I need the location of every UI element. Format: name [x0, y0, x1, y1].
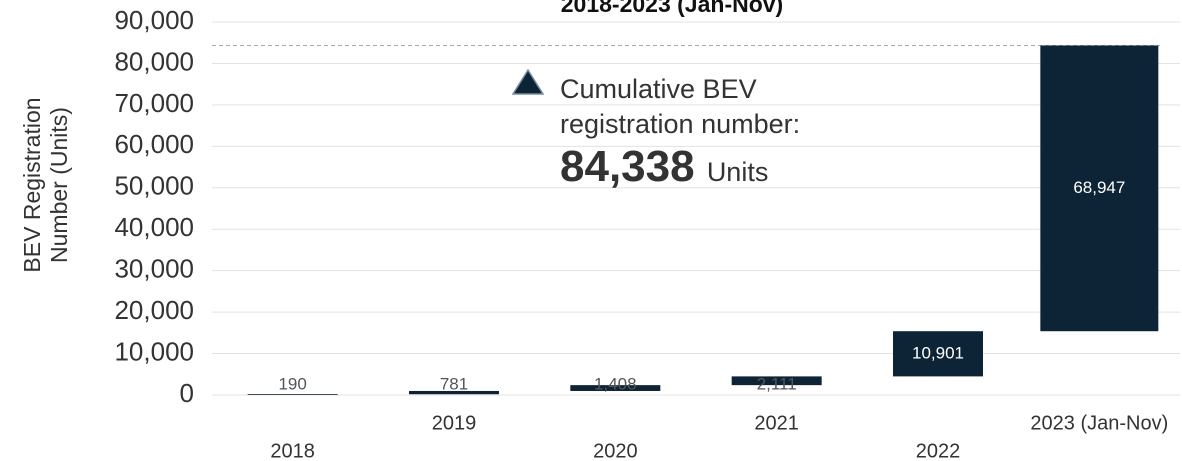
y-tick-label: 70,000 [114, 88, 194, 118]
y-tick-label: 40,000 [114, 212, 194, 242]
y-tick-label: 60,000 [114, 129, 194, 159]
bar [731, 376, 822, 386]
annotation-unit: Units [706, 157, 769, 187]
x-tick-label: 2022 [916, 440, 961, 461]
y-tick-label: 10,000 [114, 336, 194, 366]
chart-title: 2018-2023 (Jan-Nov) [561, 0, 783, 17]
x-tick-label: 2018 [270, 440, 315, 461]
bar [570, 385, 661, 391]
y-tick-label: 20,000 [114, 295, 194, 325]
bar [893, 331, 983, 377]
bar [409, 390, 499, 395]
y-tick-label: 30,000 [114, 254, 194, 284]
bar [1040, 45, 1159, 332]
data-label: 2,111 [757, 374, 797, 393]
bar [247, 394, 338, 395]
x-tick-label: 2021 [754, 412, 799, 434]
annotation-text: Cumulative BEV registration number: [560, 74, 801, 139]
annotation: Cumulative BEV registration number: 84,3… [512, 72, 852, 197]
data-label: 10,901 [912, 343, 964, 362]
y-tick-label: 90,000 [114, 5, 194, 35]
y-tick-label: 50,000 [114, 171, 194, 201]
x-tick-label: 2023 (Jan-Nov) [1030, 412, 1168, 434]
annotation-total: 84,338 [560, 142, 695, 191]
y-tick-label: 80,000 [114, 46, 194, 76]
y-tick-label: 0 [180, 378, 194, 408]
annotation-icon [511, 68, 545, 95]
x-tick-label: 2019 [432, 412, 477, 434]
data-label: 1,408 [594, 374, 637, 393]
data-label: 68,947 [1073, 178, 1125, 197]
data-label: 781 [440, 374, 468, 393]
x-tick-label: 2020 [593, 440, 638, 461]
y-axis-label: BEV Registration Number (Units) [19, 97, 72, 273]
annotation-box: 84,338 Units [512, 142, 852, 197]
data-label: 190 [278, 374, 306, 393]
